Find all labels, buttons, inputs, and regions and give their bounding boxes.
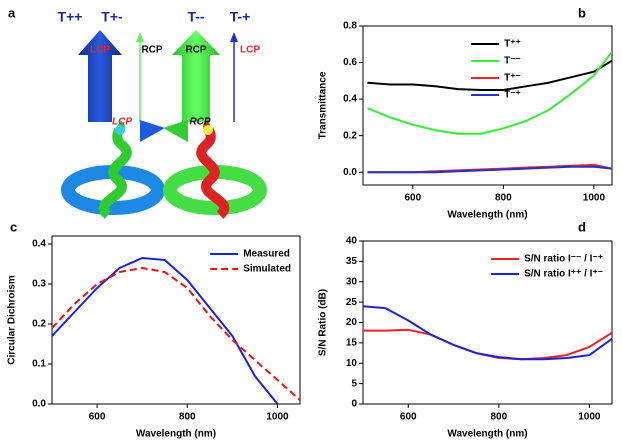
legend-label: S/N ratio I⁺⁺ / I⁺⁻: [524, 269, 603, 280]
x-tick-label: 800: [490, 412, 507, 423]
y-tick-label: 5: [351, 378, 357, 389]
y-axis-label: Circular Dichroism: [7, 275, 18, 365]
helix-tip: [203, 125, 213, 135]
y-tick-label: 15: [346, 338, 358, 349]
y-tick-label: 0.3: [32, 279, 46, 290]
y-tick-label: 20: [346, 317, 358, 328]
header: T--: [187, 9, 204, 25]
header: T++: [58, 9, 83, 25]
legend-label: S/N ratio I⁻⁻ / I⁻⁺: [524, 254, 603, 265]
x-tick-label: 600: [89, 412, 106, 423]
legend-label: T⁺⁻: [504, 73, 521, 84]
y-tick-label: 0.6: [343, 57, 357, 68]
legend: Measured Simulated: [210, 249, 291, 275]
arrow-label: RCP: [185, 45, 206, 56]
y-tick-label: 30: [346, 276, 358, 287]
x-tick-label: 1000: [578, 412, 601, 423]
y-axis-label: S/N Ratio (dB): [318, 289, 329, 356]
y-tick-label: 0.0: [343, 167, 357, 178]
series-line: [367, 165, 612, 174]
y-tick-label: 25: [346, 297, 358, 308]
legend-label: T⁻⁻: [504, 56, 521, 67]
y-tick-label: 0.0: [32, 399, 46, 410]
legend-label: Measured: [243, 249, 290, 260]
arrow: [172, 30, 220, 122]
x-tick-label: 800: [179, 412, 196, 423]
x-axis-label: Wavelength (nm): [447, 429, 527, 440]
x-tick-label: 600: [400, 412, 417, 423]
x-tick-label: 1000: [266, 412, 289, 423]
y-tick-label: 0.8: [343, 21, 357, 32]
y-tick-label: 0.2: [343, 130, 357, 141]
y-tick-label: 0: [351, 399, 357, 410]
y-tick-label: 0.4: [32, 239, 46, 250]
arrow-label: LCP: [90, 45, 110, 56]
arrow: [78, 30, 122, 122]
x-tick-label: 1000: [583, 193, 606, 204]
y-tick-label: 0.4: [343, 94, 357, 105]
plot-frame: [51, 235, 301, 405]
series-line: [52, 257, 279, 404]
y-tick-label: 0.1: [32, 359, 46, 370]
legend: S/N ratio I⁻⁻ / I⁻⁺ S/N ratio I⁺⁺ / I⁺⁻: [491, 254, 603, 280]
panel-label: a: [8, 5, 16, 20]
plot-frame: [362, 25, 613, 186]
header: T-+: [230, 9, 251, 25]
series-line: [367, 59, 612, 91]
x-tick-label: 800: [495, 193, 512, 204]
series-line: [363, 305, 612, 361]
arrow-label: LCP: [240, 45, 260, 56]
legend: T⁺⁺ T⁻⁻ T⁺⁻ T⁻⁺: [471, 39, 521, 101]
y-tick-label: 10: [346, 358, 358, 369]
x-axis-label: Wavelength (nm): [447, 210, 527, 221]
helix-label: LCP: [112, 117, 132, 128]
legend-label: Simulated: [243, 264, 291, 275]
helix-tip: [115, 125, 125, 135]
diagram: a T++ T+- T-- T-+ LCP RCP RCP LCP LCP RC…: [8, 5, 267, 219]
legend-label: T⁺⁺: [504, 39, 521, 50]
x-tick-label: 600: [404, 193, 421, 204]
ring-arrow-head: [140, 120, 165, 142]
series-line: [52, 267, 300, 401]
arrow-head: [136, 32, 144, 42]
series-line: [367, 50, 612, 135]
y-tick-label: 35: [346, 256, 358, 267]
arrow-label: RCP: [141, 45, 162, 56]
y-tick-label: 40: [346, 236, 358, 247]
panel-label: c: [10, 219, 17, 234]
plot-frame: [362, 240, 613, 405]
panel-label: d: [578, 219, 586, 234]
x-axis-label: Wavelength (nm): [136, 429, 216, 440]
panel-label: b: [578, 5, 586, 20]
helix-label: RCP: [189, 117, 210, 128]
arrow-head: [230, 32, 238, 42]
y-tick-label: 0.2: [32, 319, 46, 330]
header: T+-: [101, 9, 123, 25]
ring-arrow-head: [163, 120, 188, 142]
legend-label: T⁻⁺: [504, 90, 521, 101]
y-axis-label: Transmittance: [318, 71, 329, 139]
